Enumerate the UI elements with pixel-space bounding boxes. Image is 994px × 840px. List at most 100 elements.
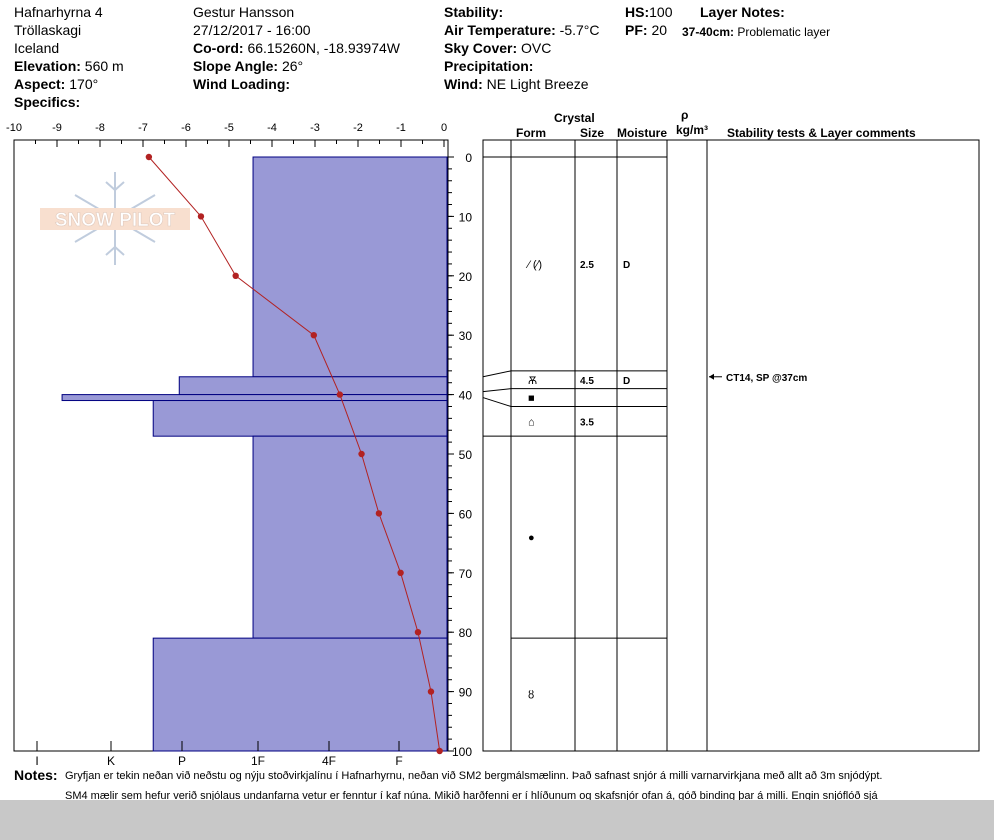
specifics-label: Specifics: (14, 94, 81, 110)
coord-label: Co-ord: (193, 40, 244, 56)
notes-line-2: SM4 mælir sem hefur verið snjólaus undan… (65, 790, 878, 802)
notes-label: Notes: (14, 767, 58, 783)
temp-tick-label: -4 (267, 122, 277, 134)
temperature-point (375, 510, 383, 517)
depth-tick-label: 10 (459, 210, 473, 224)
wind-row: Wind: NE Light Breeze (444, 76, 589, 92)
precipitation-label: Precipitation: (444, 58, 534, 74)
hardness-layer-bar (61, 394, 448, 402)
wind-value: NE Light Breeze (486, 76, 589, 92)
coord-row: Co-ord: 66.15260N, -18.93974W (193, 40, 400, 56)
elevation-row: Elevation: 560 m (14, 58, 124, 74)
moisture-value: D (623, 376, 630, 387)
grain-size: 3.5 (580, 417, 594, 428)
depth-tick-label: 20 (459, 270, 473, 284)
depth-tick-label: 60 (459, 507, 473, 521)
coord-value: 66.15260N, -18.93974W (247, 40, 400, 56)
layer-connector (482, 388, 512, 393)
wind-loading-label: Wind Loading: (193, 76, 291, 92)
hardness-profile (61, 156, 448, 752)
stability-label: Stability: (444, 4, 504, 20)
observation-datetime: 27/12/2017 - 16:00 (193, 22, 311, 38)
temperature-point (397, 569, 404, 576)
density-unit: kg/m³ (676, 123, 709, 137)
layer-note-range: 37-40cm: (682, 25, 735, 39)
hardness-tick-label: F (395, 754, 402, 768)
temperature-point (414, 629, 422, 636)
slope-label: Slope Angle: (193, 58, 279, 74)
moisture-header: Moisture (617, 126, 668, 140)
temperature-point (336, 391, 344, 398)
temp-tick-label: -7 (138, 122, 148, 134)
hardness-axis: I K P 1F 4F F (35, 741, 403, 768)
layer-note: 37-40cm: Problematic layer (682, 24, 830, 40)
temp-tick-label: -3 (310, 122, 320, 134)
hardness-tick-label: 4F (322, 754, 336, 768)
aspect-row: Aspect: 170° (14, 76, 98, 92)
layer-rows: ⁄ (⁄) 2.5 D Ѫ 4.5 D ■ ⌂ 3.5 ● ȣ CT14, SP @37cm (482, 156, 807, 702)
crystal-header: Crystal (554, 111, 595, 125)
snow-profile-chart: SNOW PILOT -10 -9 -8 -7 -6 -5 -4 -3 -2 -1 0 010203… (6, 122, 980, 768)
temp-tick-label: -2 (353, 122, 363, 134)
moisture-value: D (623, 260, 630, 271)
depth-tick-label: 100 (452, 745, 472, 759)
sky-row: Sky Cover: OVC (444, 40, 551, 56)
stability-test-label: CT14, SP @37cm (726, 373, 807, 384)
temperature-point (197, 213, 205, 220)
elevation-label: Elevation: (14, 58, 81, 74)
layer-table-frame (482, 139, 980, 752)
depth-tick-label: 40 (459, 389, 473, 403)
stability-test-arrow (709, 373, 714, 380)
hardness-layer-bar (252, 435, 448, 639)
hardness-tick-label: I (35, 754, 38, 768)
hs-label: HS: (625, 4, 650, 20)
layer-connector (482, 370, 512, 378)
depth-tick-label: 0 (465, 151, 472, 165)
grain-size: 2.5 (580, 260, 594, 271)
depth-tick-label: 90 (459, 686, 473, 700)
pf-row: PF: 20 (625, 22, 667, 38)
temperature-profile (145, 153, 443, 755)
snowpilot-watermark: SNOW PILOT (40, 172, 190, 265)
density-rho: ρ (681, 108, 689, 122)
hardness-layer-bar (152, 400, 448, 437)
hardness-layer-bar (252, 156, 448, 378)
temperature-point (358, 450, 365, 458)
observer-name: Gestur Hansson (193, 4, 295, 20)
sky-label: Sky Cover: (444, 40, 518, 56)
hardness-layer-bar (152, 637, 448, 752)
grain-form-icon: ⁄ (⁄) (525, 259, 542, 271)
hardness-tick-label: 1F (251, 754, 265, 768)
temperature-point (436, 747, 443, 755)
footer-bar (0, 800, 994, 840)
depth-tick-label: 30 (459, 329, 473, 343)
depth-tick-label: 50 (459, 448, 473, 462)
location-name: Hafnarhyrna 4 (14, 4, 103, 20)
air-temp-row: Air Temperature: -5.7°C (444, 22, 600, 38)
slope-value: 26° (281, 58, 304, 74)
hardness-layer-bar (178, 376, 448, 396)
temp-tick-label: -6 (181, 122, 191, 134)
temperature-point (145, 153, 153, 161)
temperature-axis: -10 -9 -8 -7 -6 -5 -4 -3 -2 -1 0 (6, 122, 447, 147)
layer-notes-label: Layer Notes: (700, 4, 785, 20)
temperature-point (232, 272, 239, 279)
wind-label: Wind: (444, 76, 483, 92)
notes-line-1: Gryfjan er tekin neðan við neðstu og nýj… (65, 770, 883, 782)
air-temp-label: Air Temperature: (444, 22, 556, 38)
grain-form-icon: ȣ (528, 690, 534, 702)
aspect-value: 170° (69, 76, 99, 92)
depth-tick-label: 80 (459, 626, 473, 640)
country: Iceland (14, 40, 60, 56)
grain-form-icon: ⌂ (528, 416, 535, 428)
grain-size: 4.5 (580, 376, 594, 387)
hs-row: HS:100 (625, 4, 672, 20)
slope-row: Slope Angle: 26° (193, 58, 303, 74)
stability-tests-header: Stability tests & Layer comments (727, 126, 916, 140)
watermark-text: SNOW PILOT (55, 210, 176, 231)
air-temp-value: -5.7°C (559, 22, 600, 38)
grain-form-icon: ● (528, 532, 535, 544)
pf-label: PF: (625, 22, 648, 38)
hs-value: 100 (649, 4, 673, 20)
temp-tick-label: -10 (6, 122, 22, 134)
